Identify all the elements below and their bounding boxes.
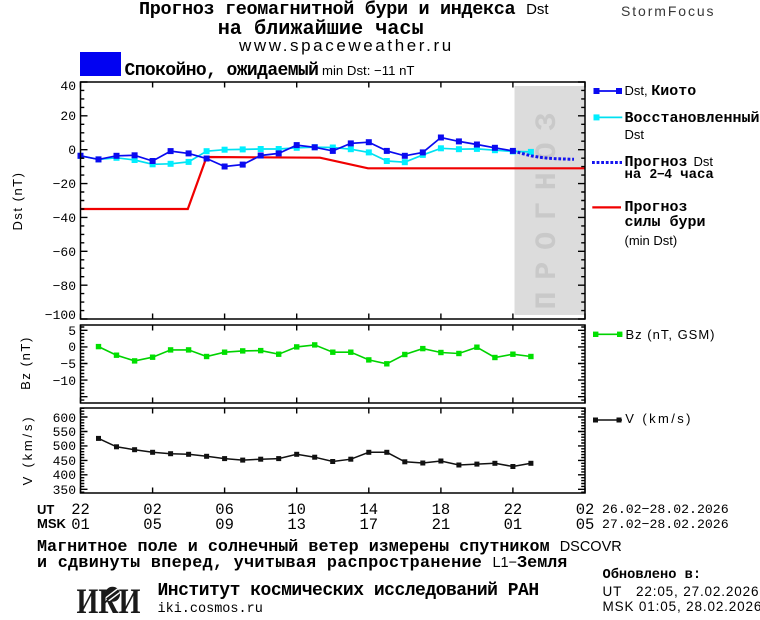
svg-text:ПРОГНОЗ: ПРОГНОЗ xyxy=(531,101,565,310)
